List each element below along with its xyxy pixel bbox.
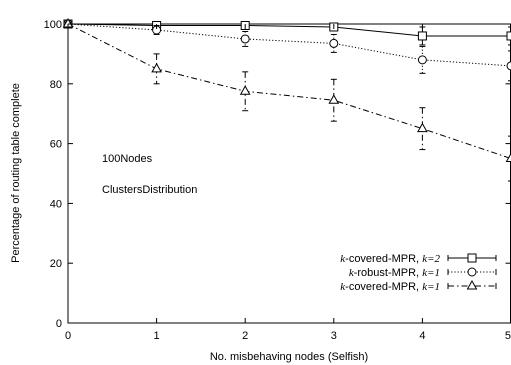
x-axis-title: No. misbehaving nodes (Selfish) [210, 351, 368, 363]
x-tick-label: 5 [505, 330, 511, 342]
error-bar [419, 107, 426, 151]
x-tick-label: 0 [65, 330, 71, 342]
data-point [417, 55, 427, 65]
plot-area [67, 23, 511, 324]
legend-label: k-covered-MPR, k=2 [340, 253, 440, 265]
data-point [506, 61, 511, 71]
data-point [239, 85, 251, 95]
series-line [67, 23, 511, 160]
x-tick-label: 2 [242, 330, 248, 342]
x-tick-label: 1 [154, 330, 160, 342]
series-circle [63, 19, 511, 82]
y-axis-title: Percentage of routing table complete [10, 83, 22, 263]
annotation-nodes: 100Nodes [102, 153, 153, 165]
legend-entry: k-covered-MPR, k=1 [340, 279, 497, 293]
annotation-distribution: ClustersDistribution [102, 184, 197, 196]
data-point [328, 94, 340, 104]
y-tick-label: 80 [50, 79, 62, 91]
x-tick-label: 3 [331, 330, 337, 342]
y-tick-label: 40 [50, 198, 62, 210]
error-bar [330, 78, 337, 122]
y-tick-label: 0 [56, 318, 62, 330]
data-point [506, 31, 511, 41]
legend-marker [466, 279, 478, 290]
y-tick-label: 60 [50, 139, 62, 151]
error-bar [508, 50, 511, 82]
data-point [329, 38, 339, 48]
y-tick-label: 20 [50, 258, 62, 270]
data-point [151, 62, 162, 73]
series-line [67, 23, 511, 37]
error-bar [330, 33, 337, 53]
legend-label: k-robust-MPR, k=1 [349, 267, 440, 279]
data-point [505, 152, 511, 163]
legend-entry: k-robust-MPR, k=1 [349, 267, 497, 279]
series-line [67, 23, 511, 67]
x-tick-label: 4 [419, 330, 425, 342]
legend-entry: k-covered-MPR, k=2 [340, 253, 497, 265]
legend: k-covered-MPR, k=2 k-robust-MPR, k=1 k-cov… [340, 253, 497, 293]
legend-marker [467, 267, 477, 277]
y-tick-label: 100 [44, 19, 62, 31]
series-triangle [62, 17, 511, 182]
plot-frame [67, 23, 511, 324]
legend-label: k-covered-MPR, k=1 [340, 281, 440, 293]
error-bar [508, 26, 511, 46]
data-point [417, 122, 428, 133]
axis-ticks: 0 20 40 60 80 100 0 1 2 3 4 5 [44, 19, 511, 342]
data-point [240, 34, 250, 44]
data-point [417, 31, 427, 41]
legend-marker [467, 253, 477, 263]
error-bar [508, 135, 511, 182]
